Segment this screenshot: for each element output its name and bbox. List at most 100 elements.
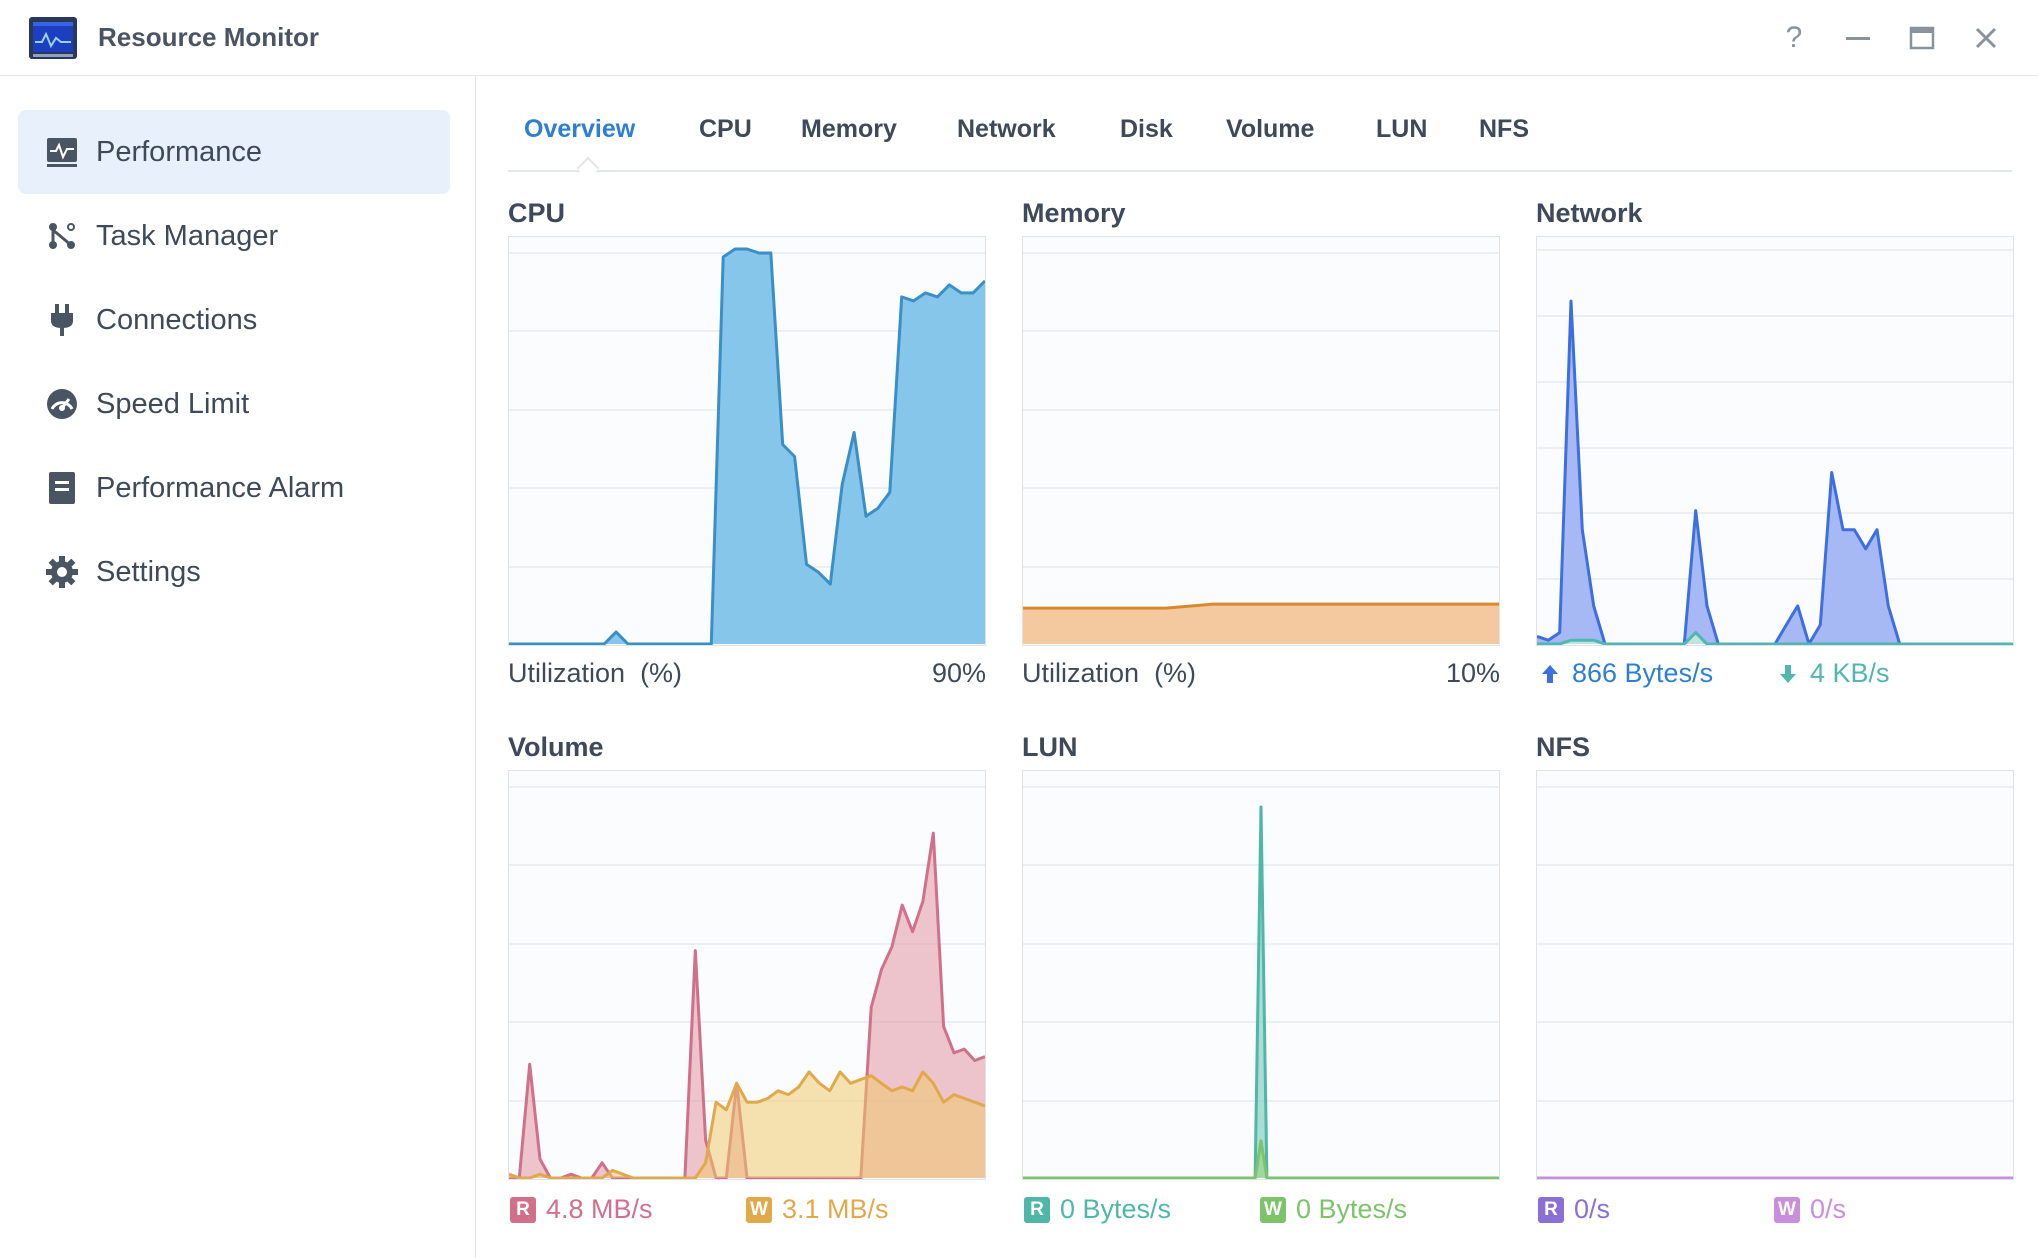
nfs-write-value: 0/s: [1810, 1194, 1847, 1224]
series-line-download: [1537, 631, 2013, 645]
network-chart[interactable]: [1536, 236, 2014, 646]
nfs-chart[interactable]: [1536, 770, 2014, 1180]
network-download-legend: 4 KB/s: [1778, 658, 1890, 689]
network-panel-title[interactable]: Network: [1536, 198, 1643, 228]
nfs-write-legend: W 0/s: [1774, 1194, 1846, 1225]
lun-footer: R 0 Bytes/s W 0 Bytes/s: [1022, 1194, 1500, 1234]
tab-disk[interactable]: Disk: [1120, 115, 1173, 143]
sidebar-item-performance[interactable]: Performance: [18, 110, 450, 194]
sidebar-item-label: Task Manager: [96, 219, 279, 252]
sidebar-item-label: Performance: [96, 135, 263, 168]
tab-volume[interactable]: Volume: [1226, 115, 1315, 143]
lun-read-value: 0 Bytes/s: [1060, 1194, 1172, 1224]
speedometer-icon: [44, 386, 80, 422]
resource-monitor-app-icon: [29, 17, 77, 59]
network-footer: 866 Bytes/s 4 KB/s: [1536, 658, 2014, 698]
series-line-upload: [1537, 299, 2013, 645]
series-area-main: [509, 249, 985, 644]
minimize-icon: [1846, 37, 1870, 40]
volume-read-legend: R 4.8 MB/s: [510, 1194, 653, 1225]
sidebar-item-connections[interactable]: Connections: [18, 278, 450, 362]
series-area-download: [1537, 632, 2013, 644]
tab-nfs[interactable]: NFS: [1479, 115, 1529, 143]
cpu-chart[interactable]: [508, 236, 986, 646]
write-badge: W: [1260, 1196, 1286, 1223]
sidebar-item-label: Performance Alarm: [96, 471, 345, 504]
nfs-panel-title[interactable]: NFS: [1536, 732, 1590, 762]
network-chart-svg: [1537, 249, 2013, 645]
lun-write-legend: W 0 Bytes/s: [1260, 1194, 1407, 1225]
sidebar-item-speed-limit[interactable]: Speed Limit: [18, 362, 450, 446]
active-tab-indicator: [576, 156, 600, 180]
series-area-upload: [1537, 301, 2013, 644]
write-badge: W: [746, 1196, 772, 1223]
title-bar: Resource Monitor ?: [0, 0, 2038, 76]
volume-footer: R 4.8 MB/s W 3.1 MB/s: [508, 1194, 986, 1234]
volume-write-legend: W 3.1 MB/s: [746, 1194, 889, 1225]
lun-write-value: 0 Bytes/s: [1296, 1194, 1408, 1224]
lun-panel-title[interactable]: LUN: [1022, 732, 1078, 762]
network-download-value: 4 KB/s: [1810, 658, 1890, 688]
lun-chart[interactable]: [1022, 770, 1500, 1180]
memory-footer: Utilization (%) 10%: [1022, 658, 1500, 698]
close-button[interactable]: [1968, 20, 2004, 56]
cpu-utilization-label: Utilization (%): [508, 658, 683, 688]
tab-lun[interactable]: LUN: [1376, 115, 1428, 143]
lun-chart-svg: [1023, 786, 1499, 1179]
alarm-clipboard-icon: [44, 470, 80, 506]
tab-cpu[interactable]: CPU: [699, 115, 752, 143]
maximize-icon: [1909, 26, 1935, 50]
memory-utilization-value: 10%: [1445, 658, 1500, 688]
arrow-down-icon: [1780, 664, 1796, 683]
volume-write-value: 3.1 MB/s: [782, 1194, 889, 1224]
series-area-w: [1023, 1140, 1499, 1178]
memory-panel-title[interactable]: Memory: [1022, 198, 1126, 228]
sidebar-item-label: Settings: [96, 555, 201, 588]
network-upload-value: 866 Bytes/s: [1572, 658, 1714, 688]
close-icon: [1975, 27, 1997, 49]
tab-memory[interactable]: Memory: [801, 115, 897, 143]
plug-icon: [44, 302, 80, 338]
write-badge: W: [1774, 1196, 1800, 1223]
help-icon: ?: [1785, 21, 1803, 54]
tab-overview[interactable]: Overview: [524, 115, 636, 143]
nfs-read-value: 0/s: [1574, 1194, 1611, 1224]
memory-chart-svg: [1023, 252, 1499, 644]
window-title: Resource Monitor: [98, 22, 320, 52]
memory-utilization-label: Utilization (%): [1022, 658, 1197, 688]
gear-icon: [44, 554, 80, 590]
task-manager-icon: [44, 218, 80, 254]
sidebar-item-label: Connections: [96, 303, 258, 336]
sidebar-item-settings[interactable]: Settings: [18, 530, 450, 614]
cpu-panel-title[interactable]: CPU: [508, 198, 566, 228]
sidebar-item-task-manager[interactable]: Task Manager: [18, 194, 450, 278]
series-line-main: [1023, 602, 1499, 610]
tab-bar: Overview CPU Memory Network Disk Volume …: [508, 110, 2012, 180]
cpu-footer: Utilization (%) 90%: [508, 658, 986, 698]
volume-read-value: 4.8 MB/s: [546, 1194, 653, 1224]
series-area-main: [1023, 604, 1499, 644]
tab-network[interactable]: Network: [957, 115, 1056, 143]
network-upload-legend: 866 Bytes/s: [1540, 658, 1713, 689]
arrow-up-icon: [1542, 664, 1558, 683]
cpu-chart-svg: [509, 247, 985, 645]
maximize-button[interactable]: [1904, 20, 1940, 56]
nfs-read-legend: R 0/s: [1538, 1194, 1610, 1225]
series-line-w: [509, 1070, 985, 1179]
series-line-main: [509, 247, 985, 645]
read-badge: R: [510, 1196, 536, 1223]
minimize-button[interactable]: [1840, 20, 1876, 56]
volume-chart[interactable]: [508, 770, 986, 1180]
series-area-r: [1023, 807, 1499, 1178]
nfs-chart-svg: [1537, 786, 2013, 1179]
performance-chart-icon: [44, 134, 80, 170]
sidebar: Performance Task Manager Connections Spe…: [0, 76, 476, 1258]
series-area-w: [509, 1071, 985, 1178]
sidebar-item-performance-alarm[interactable]: Performance Alarm: [18, 446, 450, 530]
read-badge: R: [1024, 1196, 1050, 1223]
volume-chart-svg: [509, 786, 985, 1179]
help-button[interactable]: ?: [1776, 20, 1812, 56]
volume-panel-title[interactable]: Volume: [508, 732, 604, 762]
nfs-footer: R 0/s W 0/s: [1536, 1194, 2014, 1234]
memory-chart[interactable]: [1022, 236, 1500, 646]
